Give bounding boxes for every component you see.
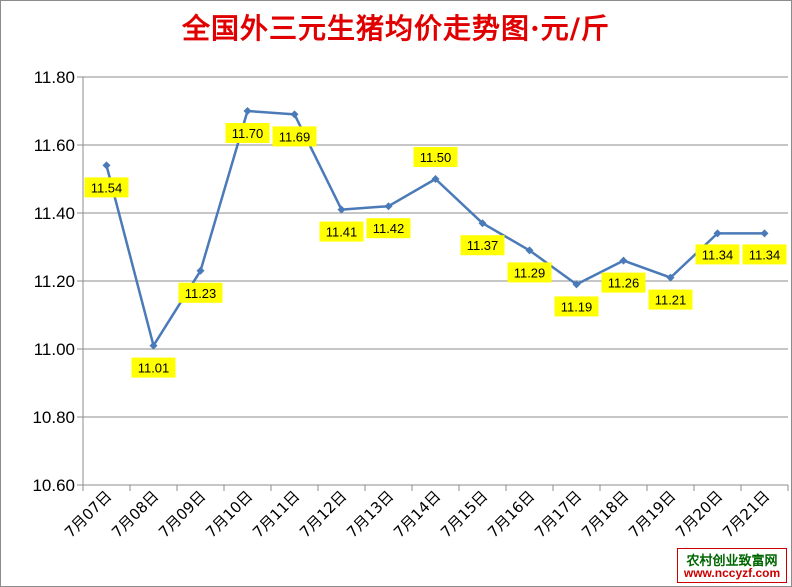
x-tick-label: 7月21日 — [719, 487, 773, 541]
x-tick-label: 7月20日 — [672, 487, 726, 541]
data-point-marker — [337, 205, 346, 214]
data-point-marker — [760, 229, 769, 238]
data-label: 11.50 — [420, 150, 452, 165]
x-tick-label: 7月09日 — [155, 487, 209, 541]
data-label: 11.37 — [467, 238, 499, 253]
data-label: 11.41 — [326, 225, 358, 240]
data-label-background — [366, 218, 411, 239]
data-label: 11.34 — [702, 247, 734, 262]
data-label-background — [84, 177, 129, 198]
data-point-marker — [431, 175, 440, 183]
y-tick-label: 11.00 — [34, 340, 75, 359]
chart-title: 全国外三元生猪均价走势图·元/斤 — [182, 12, 610, 45]
data-point-marker — [102, 161, 111, 170]
x-tick-label: 7月11日 — [249, 487, 303, 541]
data-point-marker — [478, 219, 487, 228]
data-label: 11.21 — [655, 293, 687, 308]
x-tick-label: 7月14日 — [390, 487, 444, 541]
y-tick-label: 11.40 — [34, 204, 75, 223]
data-label-background — [319, 221, 364, 242]
y-tick-label: 11.20 — [34, 272, 75, 291]
x-tick-label: 7月18日 — [578, 487, 632, 541]
data-point-marker — [713, 229, 722, 238]
x-tick-label: 7月10日 — [202, 487, 256, 541]
data-label-background — [742, 244, 787, 265]
data-label: 11.42 — [373, 221, 405, 236]
data-label-background — [460, 235, 505, 256]
x-tick-label: 7月08日 — [108, 487, 162, 541]
watermark-url: www.nccyzf.com — [683, 566, 781, 580]
watermark-site-name: 农村创业致富网 — [686, 554, 778, 569]
data-point-marker — [290, 110, 299, 119]
data-label: 11.34 — [749, 247, 781, 262]
data-label: 11.29 — [514, 265, 546, 280]
watermark-logo: 农村创业致富网 www.nccyzf.com — [677, 548, 787, 583]
data-label-background — [225, 123, 270, 143]
data-point-marker — [196, 266, 205, 275]
data-label-background — [601, 272, 646, 293]
data-label-background — [272, 126, 317, 147]
data-label: 11.69 — [279, 129, 311, 144]
x-tick-label: 7月16日 — [484, 487, 538, 541]
data-point-marker — [149, 341, 158, 350]
data-label-background — [648, 289, 693, 310]
data-label-background — [695, 244, 740, 265]
x-tick-label: 7月17日 — [531, 487, 585, 541]
x-tick-label: 7月13日 — [343, 487, 397, 541]
data-label-background — [507, 262, 552, 283]
y-tick-label: 10.60 — [32, 476, 75, 495]
data-point-marker — [666, 273, 675, 282]
y-tick-label: 10.80 — [32, 408, 75, 427]
x-tick-label: 7月12日 — [296, 487, 350, 541]
data-point-marker — [572, 280, 581, 289]
y-tick-label: 11.80 — [34, 68, 75, 87]
data-label: 11.23 — [185, 286, 217, 301]
data-point-marker — [243, 107, 252, 115]
data-label-background — [178, 282, 223, 303]
data-label: 11.54 — [91, 180, 123, 195]
data-point-marker — [619, 256, 628, 265]
series-line — [105, 109, 765, 347]
data-label-background — [554, 296, 599, 317]
data-label: 11.01 — [138, 361, 170, 376]
y-tick-label: 11.60 — [34, 136, 75, 155]
x-tick-label: 7月19日 — [625, 487, 679, 541]
x-tick-label: 7月07日 — [61, 487, 115, 541]
x-tick-label: 7月15日 — [437, 487, 491, 541]
data-label: 11.26 — [608, 276, 640, 291]
data-point-marker — [525, 246, 534, 255]
data-label-background — [131, 357, 176, 378]
data-label-background — [413, 147, 458, 167]
data-label: 11.70 — [232, 126, 264, 141]
data-label: 11.19 — [561, 299, 593, 314]
data-point-marker — [384, 202, 393, 211]
